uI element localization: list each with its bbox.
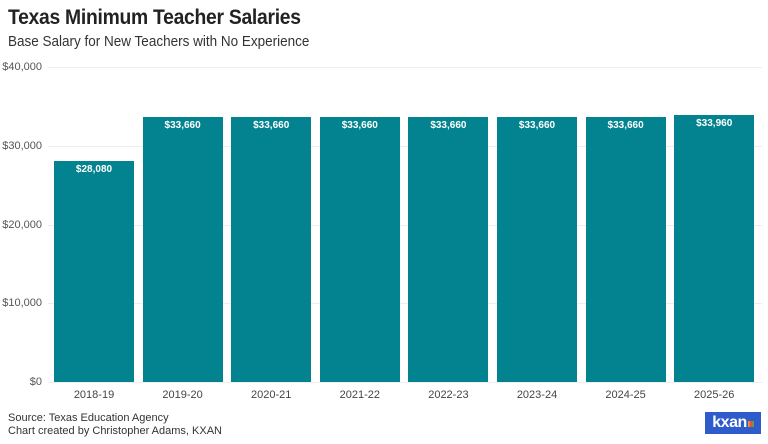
bar-2018-19[interactable]: $28,080 bbox=[54, 160, 134, 382]
gridline bbox=[48, 382, 762, 383]
gridline bbox=[48, 67, 762, 68]
bar-2022-23[interactable]: $33,660 bbox=[408, 116, 489, 382]
bar-2020-21[interactable]: $33,660 bbox=[231, 116, 312, 382]
bar-value-label: $33,960 bbox=[696, 117, 733, 129]
bar-2024-25[interactable]: $33,660 bbox=[585, 116, 666, 382]
y-axis-tick-label: $20,000 bbox=[2, 218, 42, 231]
x-axis-tick-label: 2021-22 bbox=[339, 389, 380, 401]
peacock-icon bbox=[747, 421, 754, 427]
y-axis-tick-label: $40,000 bbox=[2, 61, 42, 73]
bar-2023-24[interactable]: $33,660 bbox=[497, 116, 577, 382]
y-axis-tick-label: $10,000 bbox=[2, 297, 42, 310]
bar-value-label: $33,660 bbox=[430, 119, 467, 131]
bar-value-label: $33,660 bbox=[164, 119, 201, 131]
bar-value-label: $28,080 bbox=[75, 163, 113, 175]
gridline bbox=[48, 303, 762, 305]
kxan-logo: kxan bbox=[705, 412, 761, 434]
bar-value-label: $33,660 bbox=[341, 119, 378, 131]
x-axis-tick-label: 2024-25 bbox=[605, 389, 646, 401]
bar-2025-26[interactable]: $33,960 bbox=[674, 114, 755, 382]
source-note: Source: Texas Education Agency bbox=[8, 412, 169, 424]
x-axis-tick-label: 2020-21 bbox=[251, 389, 292, 401]
chart-subtitle: Base Salary for New Teachers with No Exp… bbox=[8, 33, 310, 50]
x-axis-tick-label: 2022-23 bbox=[428, 389, 469, 401]
bar-value-label: $33,660 bbox=[253, 119, 290, 131]
bar-2021-22[interactable]: $33,660 bbox=[319, 116, 400, 382]
bar-value-label: $33,660 bbox=[607, 119, 644, 131]
chart-title: Texas Minimum Teacher Salaries bbox=[8, 6, 301, 29]
x-axis-tick-label: 2025-26 bbox=[694, 389, 735, 401]
gridline bbox=[48, 224, 762, 226]
chart-footer: Source: Texas Education Agency Chart cre… bbox=[8, 412, 222, 438]
gridline bbox=[48, 145, 762, 147]
credit-note: Chart created by Christopher Adams, KXAN bbox=[8, 425, 222, 437]
logo-text: kxan bbox=[712, 414, 747, 431]
x-axis-tick-label: 2018-19 bbox=[73, 389, 115, 401]
x-axis-tick-label: 2023-24 bbox=[516, 389, 558, 401]
x-axis-tick-label: 2019-20 bbox=[162, 389, 203, 401]
bar-value-label: $33,660 bbox=[518, 119, 556, 131]
y-axis-tick-label: $30,000 bbox=[2, 139, 42, 152]
bar-2019-20[interactable]: $33,660 bbox=[142, 116, 223, 382]
y-axis-tick-label: $0 bbox=[29, 376, 42, 388]
